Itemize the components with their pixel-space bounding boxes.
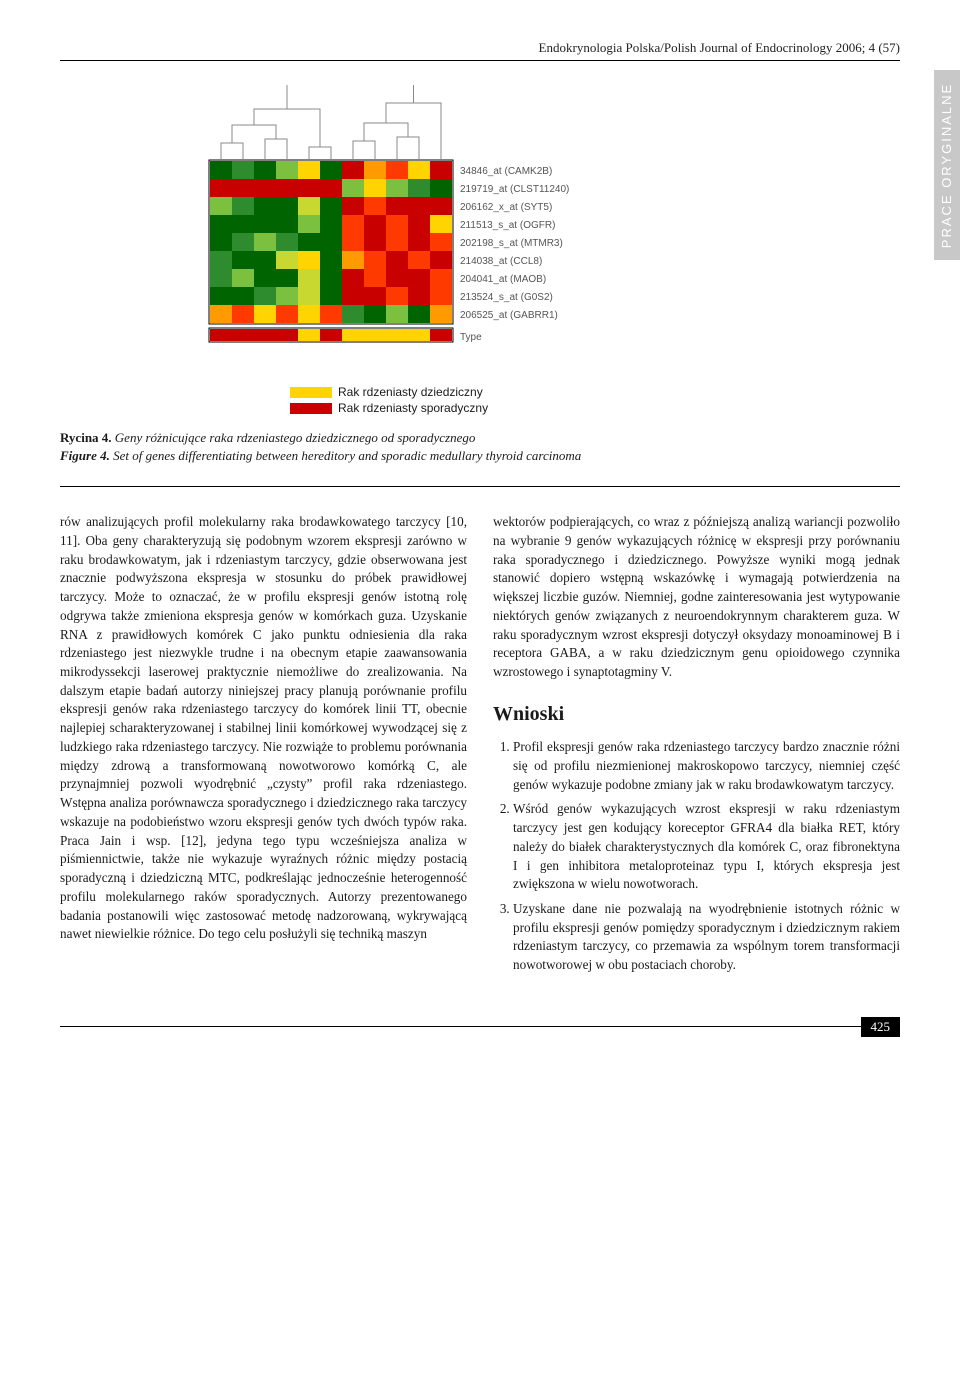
heatmap-svg: 34846_at (CAMK2B) 219719_at (CLST11240) 20…	[200, 85, 670, 375]
body-columns: rów analizujących profil molekularny rak…	[60, 513, 900, 981]
svg-text:219719_at (CLST11240): 219719_at (CLST11240)	[460, 184, 569, 195]
conclusions-list: Profil ekspresji genów raka rdzeniastego…	[493, 738, 900, 975]
svg-text:206162_x_at (SYT5): 206162_x_at (SYT5)	[460, 202, 552, 213]
conclusion-3: Uzyskane dane nie pozwalają na wyodrębni…	[513, 900, 900, 975]
fig-text-en: Set of genes differentiating between her…	[113, 448, 581, 463]
legend-swatch-1	[290, 403, 332, 414]
legend-label-0: Rak rdzeniasty dziedziczny	[338, 385, 483, 399]
heatmap-wrap: 34846_at (CAMK2B) 219719_at (CLST11240) 20…	[200, 85, 900, 375]
page-footer: 425	[60, 1017, 900, 1037]
page-number: 425	[861, 1017, 901, 1037]
figure-separator	[60, 486, 900, 487]
fig-label-pl: Rycina 4.	[60, 430, 112, 445]
conclusion-1: Profil ekspresji genów raka rdzeniastego…	[513, 738, 900, 794]
svg-text:202198_s_at (MTMR3): 202198_s_at (MTMR3)	[460, 238, 563, 249]
right-paragraph: wektorów podpierających, co wraz z późni…	[493, 513, 900, 682]
legend-item-0: Rak rdzeniasty dziedziczny	[290, 385, 900, 399]
header-rule	[60, 60, 900, 61]
conclusion-2: Wśród genów wykazujących wzrost ekspresj…	[513, 800, 900, 894]
svg-text:206525_at (GABRR1): 206525_at (GABRR1)	[460, 310, 558, 321]
section-side-tab: PRACE ORYGINALNE	[934, 70, 960, 260]
legend-label-1: Rak rdzeniasty sporadyczny	[338, 401, 488, 415]
svg-text:Type: Type	[460, 332, 482, 343]
svg-text:211513_s_at (OGFR): 211513_s_at (OGFR)	[460, 220, 555, 231]
figure-4: 34846_at (CAMK2B) 219719_at (CLST11240) 20…	[60, 85, 900, 487]
conclusions-heading: Wnioski	[493, 700, 900, 728]
running-head: Endokrynologia Polska/Polish Journal of …	[60, 40, 900, 56]
svg-text:204041_at (MAOB): 204041_at (MAOB)	[460, 274, 546, 285]
fig-text-pl: Geny różnicujące raka rdzeniastego dzied…	[115, 430, 476, 445]
figure-caption: Rycina 4. Geny różnicujące raka rdzenias…	[60, 429, 900, 464]
svg-text:34846_at (CAMK2B): 34846_at (CAMK2B)	[460, 166, 552, 177]
left-column: rów analizujących profil molekularny rak…	[60, 513, 467, 981]
svg-text:213524_s_at (G0S2): 213524_s_at (G0S2)	[460, 292, 553, 303]
side-tab-text: PRACE ORYGINALNE	[940, 82, 955, 247]
svg-text:214038_at (CCL8): 214038_at (CCL8)	[460, 256, 542, 267]
legend-item-1: Rak rdzeniasty sporadyczny	[290, 401, 900, 415]
left-paragraph: rów analizujących profil molekularny rak…	[60, 513, 467, 944]
figure-legend: Rak rdzeniasty dziedziczny Rak rdzeniast…	[290, 385, 900, 415]
fig-label-en: Figure 4.	[60, 448, 110, 463]
right-column: wektorów podpierających, co wraz z późni…	[493, 513, 900, 981]
footer-rule	[60, 1026, 861, 1027]
legend-swatch-0	[290, 387, 332, 398]
